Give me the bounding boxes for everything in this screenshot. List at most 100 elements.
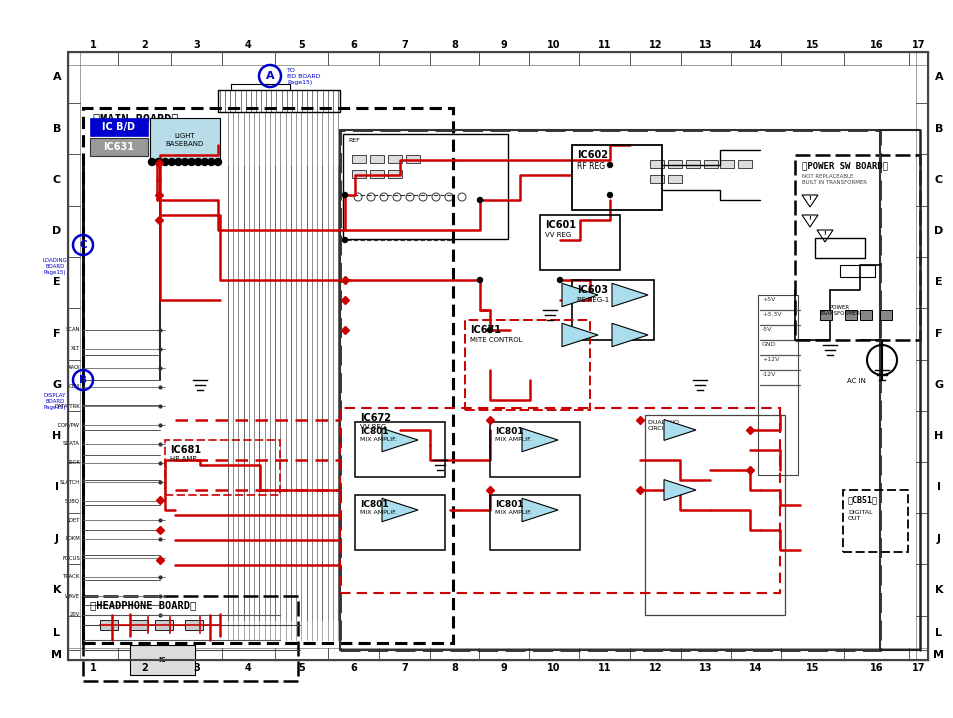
Circle shape — [557, 277, 562, 282]
Text: !: ! — [822, 231, 825, 236]
Text: CLM: CLM — [69, 385, 80, 389]
Bar — [352, 155, 366, 163]
Bar — [572, 280, 654, 340]
Bar — [90, 138, 148, 156]
Text: 11: 11 — [598, 40, 611, 50]
Bar — [490, 495, 579, 550]
Text: 9: 9 — [500, 40, 507, 50]
Polygon shape — [801, 215, 817, 227]
Bar — [406, 155, 419, 163]
Bar — [794, 155, 919, 340]
Bar — [90, 118, 148, 136]
Text: XLT: XLT — [71, 347, 80, 352]
Text: 16: 16 — [869, 40, 882, 50]
Text: A: A — [52, 73, 61, 83]
Text: J: J — [55, 533, 59, 544]
Circle shape — [168, 159, 175, 166]
Text: SLATCH: SLATCH — [60, 480, 80, 485]
Circle shape — [161, 159, 169, 166]
Text: 【HEADPHONE BOARD】: 【HEADPHONE BOARD】 — [90, 600, 196, 610]
Text: F: F — [934, 329, 942, 339]
Text: LDKM: LDKM — [65, 536, 80, 541]
Bar — [667, 175, 681, 183]
Text: H: H — [933, 432, 943, 442]
Bar — [388, 155, 401, 163]
Text: E: E — [53, 277, 61, 287]
Circle shape — [342, 192, 347, 197]
Text: NOT REPLACEABLE
BUILT IN TRANSFORMER: NOT REPLACEABLE BUILT IN TRANSFORMER — [801, 174, 866, 185]
Text: 20V: 20V — [70, 612, 80, 617]
Polygon shape — [381, 429, 417, 452]
Bar — [355, 422, 444, 477]
Circle shape — [444, 193, 453, 201]
Text: +5V: +5V — [761, 297, 775, 302]
Bar — [859, 310, 871, 320]
Bar — [667, 160, 681, 168]
Circle shape — [432, 193, 439, 201]
Text: 14: 14 — [748, 663, 762, 673]
Bar — [842, 490, 907, 552]
Text: 6: 6 — [350, 663, 356, 673]
Bar — [130, 645, 194, 675]
Bar — [352, 170, 366, 178]
Bar — [738, 160, 751, 168]
Circle shape — [194, 159, 201, 166]
Bar — [218, 90, 339, 112]
Text: +12V: +12V — [761, 358, 779, 363]
Polygon shape — [816, 230, 832, 242]
Text: K: K — [52, 585, 61, 595]
Text: I: I — [936, 482, 940, 493]
Bar — [572, 145, 661, 210]
Circle shape — [149, 159, 155, 166]
Text: 1: 1 — [90, 663, 96, 673]
Polygon shape — [381, 498, 417, 522]
Circle shape — [457, 193, 465, 201]
Text: 8: 8 — [451, 663, 457, 673]
Text: !: ! — [808, 217, 811, 221]
Text: MIX AMPLIF.: MIX AMPLIF. — [359, 437, 396, 442]
Text: B: B — [934, 123, 943, 134]
Text: 2: 2 — [141, 40, 148, 50]
Text: G: G — [933, 381, 943, 391]
Text: A: A — [934, 73, 943, 83]
Bar — [539, 215, 619, 270]
Bar — [150, 118, 220, 163]
Bar — [879, 310, 891, 320]
Text: 10: 10 — [547, 40, 560, 50]
Polygon shape — [612, 284, 647, 307]
Bar — [83, 108, 453, 643]
Text: D: D — [52, 226, 62, 236]
Bar — [339, 408, 780, 593]
Polygon shape — [612, 323, 647, 347]
Text: 1: 1 — [90, 40, 96, 50]
Text: SUBQ: SUBQ — [65, 498, 80, 503]
Text: MIX AMPLIF.: MIX AMPLIF. — [495, 510, 531, 515]
Polygon shape — [663, 419, 696, 440]
Text: SCAN: SCAN — [66, 327, 80, 332]
Polygon shape — [561, 284, 598, 307]
Text: 【MAIN BOARD】: 【MAIN BOARD】 — [92, 113, 178, 126]
Text: SDATA: SDATA — [63, 442, 80, 447]
Text: 【CB51】: 【CB51】 — [847, 495, 877, 504]
Text: XAOI: XAOI — [68, 365, 80, 370]
Text: TRACK: TRACK — [63, 574, 80, 579]
Text: 9: 9 — [500, 663, 507, 673]
Text: 11: 11 — [598, 663, 611, 673]
Text: 7: 7 — [400, 40, 408, 50]
Text: C: C — [934, 175, 943, 185]
Text: -5V: -5V — [761, 327, 772, 332]
Text: GND: GND — [761, 342, 776, 348]
Bar — [820, 310, 831, 320]
Text: 17: 17 — [911, 40, 924, 50]
Text: -12V: -12V — [761, 373, 776, 378]
Bar — [355, 495, 444, 550]
Circle shape — [354, 193, 361, 201]
Circle shape — [418, 193, 427, 201]
Bar — [339, 130, 879, 650]
Text: C: C — [52, 175, 61, 185]
Text: IC801: IC801 — [495, 500, 523, 509]
Text: 5: 5 — [297, 663, 305, 673]
Bar — [464, 320, 589, 410]
Text: 3: 3 — [193, 40, 200, 50]
Text: D: D — [933, 226, 943, 236]
